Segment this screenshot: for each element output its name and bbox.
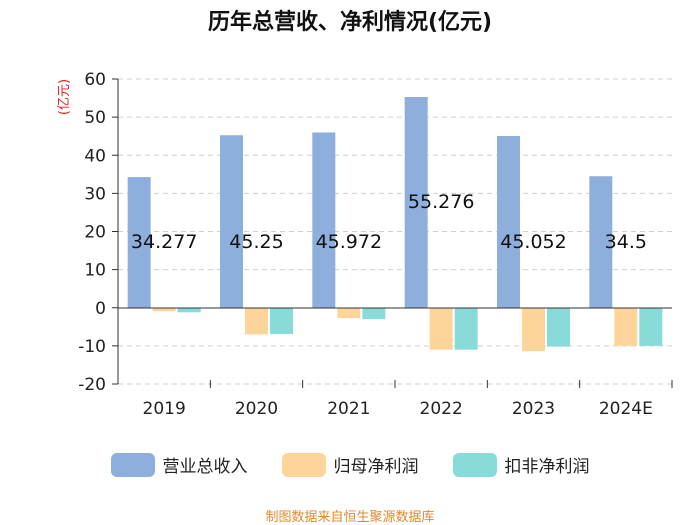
- x-tick-label: 2023: [512, 399, 555, 419]
- legend-label-revenue: 营业总收入: [162, 457, 248, 477]
- bar-revenue-2021[interactable]: [312, 132, 336, 308]
- legend-item-net-profit[interactable]: 归母净利润: [281, 452, 419, 477]
- bar-net-profit-2020[interactable]: [245, 307, 268, 335]
- bar-revenue-2022[interactable]: [404, 97, 428, 308]
- legend-item-deducted-profit[interactable]: 扣非净利润: [452, 452, 590, 477]
- bar-net-profit-2023[interactable]: [522, 307, 545, 352]
- legend-swatch-deducted-profit: [452, 452, 497, 477]
- y-tick-label: -10: [78, 337, 106, 357]
- bar-deducted-profit-2019[interactable]: [177, 307, 201, 313]
- y-tick-label: -20: [78, 375, 106, 395]
- y-tick-label: 0: [95, 299, 106, 319]
- legend-swatch-net-profit: [281, 452, 326, 477]
- x-tick-label: 2022: [420, 399, 463, 419]
- bar-revenue-2020[interactable]: [220, 135, 243, 308]
- source-note: 制图数据来自恒生聚源数据库: [265, 510, 435, 525]
- gridlines: [118, 78, 672, 385]
- legend: 营业总收入 归母净利润 扣非净利润: [0, 452, 700, 477]
- data-label-revenue: 34.277: [131, 231, 197, 253]
- data-label-revenue: 45.972: [316, 231, 382, 253]
- y-tick-label: 60: [84, 70, 106, 90]
- bar-net-profit-2024E[interactable]: [614, 307, 638, 346]
- bar-deducted-profit-2021[interactable]: [362, 307, 386, 320]
- legend-label-net-profit: 归母净利润: [333, 457, 419, 477]
- chart-title: 历年总营收、净利情况(亿元): [207, 10, 493, 35]
- data-label-revenue: 45.052: [500, 231, 566, 253]
- bar-deducted-profit-2024E[interactable]: [639, 307, 663, 346]
- y-tick-label: 50: [84, 108, 106, 128]
- x-tick-label: 2021: [327, 399, 370, 419]
- y-tick-label: 10: [84, 261, 106, 281]
- bar-deducted-profit-2020[interactable]: [270, 307, 293, 335]
- y-ticks: 60 50 40 30 20 10 0 -10 -20: [78, 70, 118, 395]
- data-label-revenue: 55.276: [408, 191, 474, 213]
- data-label-revenue: 45.25: [229, 231, 283, 253]
- bar-net-profit-2022[interactable]: [429, 307, 453, 350]
- legend-item-revenue[interactable]: 营业总收入: [110, 452, 248, 477]
- x-ticks: 2019 2020 2021 2022 2023 2024E: [143, 380, 673, 419]
- x-tick-label: 2019: [143, 399, 186, 419]
- x-tick-label: 2020: [235, 399, 278, 419]
- bar-revenue-2023[interactable]: [497, 135, 520, 308]
- x-tick-label: 2024E: [599, 399, 653, 419]
- bar-deducted-profit-2022[interactable]: [454, 307, 478, 350]
- data-labels: 34.277 45.25 45.972 55.276 45.052 34.5: [131, 191, 647, 253]
- legend-swatch-revenue: [110, 452, 155, 477]
- y-tick-label: 30: [84, 184, 106, 204]
- bars: [127, 97, 663, 352]
- legend-label-deducted-profit: 扣非净利润: [504, 457, 590, 477]
- y-tick-label: 20: [84, 223, 106, 243]
- y-tick-label: 40: [84, 146, 106, 166]
- bar-net-profit-2021[interactable]: [337, 307, 361, 319]
- bar-revenue-2019[interactable]: [127, 177, 151, 308]
- bar-revenue-2024E[interactable]: [589, 176, 613, 308]
- bar-net-profit-2019[interactable]: [152, 307, 176, 312]
- data-label-revenue: 34.5: [605, 231, 647, 253]
- bar-deducted-profit-2023[interactable]: [547, 307, 570, 347]
- y-axis-label: (亿元): [57, 79, 72, 115]
